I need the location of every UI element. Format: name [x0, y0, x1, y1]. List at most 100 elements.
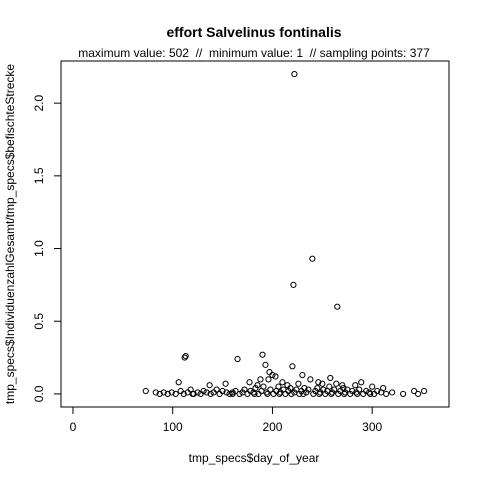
data-point [251, 390, 258, 398]
data-point [152, 389, 159, 396]
data-points [142, 70, 428, 398]
y-tick-label: 0.0 [32, 385, 46, 402]
data-point [319, 380, 326, 387]
data-point [328, 390, 335, 398]
x-axis-label: tmp_specs$day_of_year [189, 451, 320, 465]
data-point [275, 383, 282, 390]
data-point [219, 387, 226, 395]
data-point [363, 387, 370, 395]
data-point [172, 390, 179, 398]
data-point [269, 371, 276, 379]
data-point [367, 390, 374, 398]
data-point [358, 379, 365, 386]
data-point [180, 390, 187, 398]
y-tick-label: 1.5 [32, 167, 46, 184]
data-point [341, 390, 348, 398]
data-point [284, 382, 291, 389]
data-point [266, 369, 273, 376]
x-tick-label: 100 [163, 420, 183, 434]
data-point [400, 390, 407, 398]
data-point [295, 380, 302, 387]
data-point [203, 389, 210, 396]
data-point [360, 390, 367, 398]
data-point [265, 376, 272, 383]
data-point [272, 373, 279, 380]
data-point [260, 383, 267, 390]
data-point [288, 390, 295, 398]
data-point [236, 390, 243, 398]
data-point [270, 390, 277, 398]
data-point [252, 385, 259, 392]
data-point [289, 363, 296, 370]
y-axis: 0.0 0.5 1.0 1.5 2.0 [32, 94, 62, 402]
data-point [410, 387, 418, 395]
data-point [267, 386, 274, 393]
data-point [223, 389, 230, 396]
data-point [229, 390, 236, 398]
data-point [334, 303, 341, 310]
data-point [177, 387, 184, 395]
data-point [414, 390, 422, 398]
data-point [305, 386, 312, 393]
data-point [326, 383, 333, 390]
data-point [244, 390, 251, 398]
data-point [309, 255, 316, 262]
chart-subtitle: maximum value: 502 // minimum value: 1 /… [78, 46, 430, 60]
data-point [189, 390, 196, 398]
data-point [331, 386, 338, 393]
data-point [181, 354, 188, 361]
data-point [291, 70, 298, 78]
x-tick-label: 200 [262, 420, 282, 434]
data-point [327, 374, 334, 382]
data-point [276, 390, 283, 398]
data-point [420, 387, 428, 395]
plot-frame [60, 60, 450, 408]
data-point [207, 390, 214, 398]
data-point [160, 389, 167, 396]
x-tick-label: 0 [70, 420, 77, 434]
data-point [222, 380, 229, 387]
data-point [263, 389, 270, 396]
data-point [315, 379, 322, 386]
y-tick-label: 2.0 [32, 94, 46, 111]
data-point [247, 387, 254, 395]
y-tick-label: 1.0 [32, 240, 46, 257]
data-point [262, 361, 269, 368]
data-point [156, 390, 163, 398]
data-point [299, 371, 306, 379]
data-point [226, 390, 233, 398]
data-point [257, 376, 264, 383]
y-axis-label: tmp_specs$IndividuenzahlGesamt/tmp_specs… [3, 64, 17, 405]
data-point [259, 351, 266, 358]
data-point [182, 353, 189, 360]
data-point [369, 383, 376, 390]
data-point [389, 389, 396, 396]
data-point [241, 386, 248, 393]
data-point [213, 386, 220, 393]
data-point [234, 355, 241, 363]
data-point [287, 385, 294, 392]
x-axis: 0 100 200 300 [70, 406, 383, 434]
data-point [175, 379, 182, 386]
data-point [316, 390, 323, 398]
x-tick-label: 300 [362, 420, 382, 434]
data-point [168, 389, 175, 396]
data-point [333, 380, 340, 387]
data-point [314, 385, 321, 392]
data-point [164, 390, 171, 398]
data-point [349, 387, 356, 395]
data-point [216, 390, 223, 398]
data-point [383, 390, 390, 398]
data-point [279, 379, 286, 386]
data-point [290, 281, 297, 288]
data-point [354, 390, 361, 398]
data-point [300, 390, 307, 398]
data-point [206, 382, 213, 389]
data-point [282, 390, 289, 398]
data-point [307, 376, 314, 383]
data-point [374, 387, 381, 395]
y-tick-label: 0.5 [32, 313, 46, 330]
data-point [339, 382, 346, 389]
data-point [200, 387, 207, 395]
